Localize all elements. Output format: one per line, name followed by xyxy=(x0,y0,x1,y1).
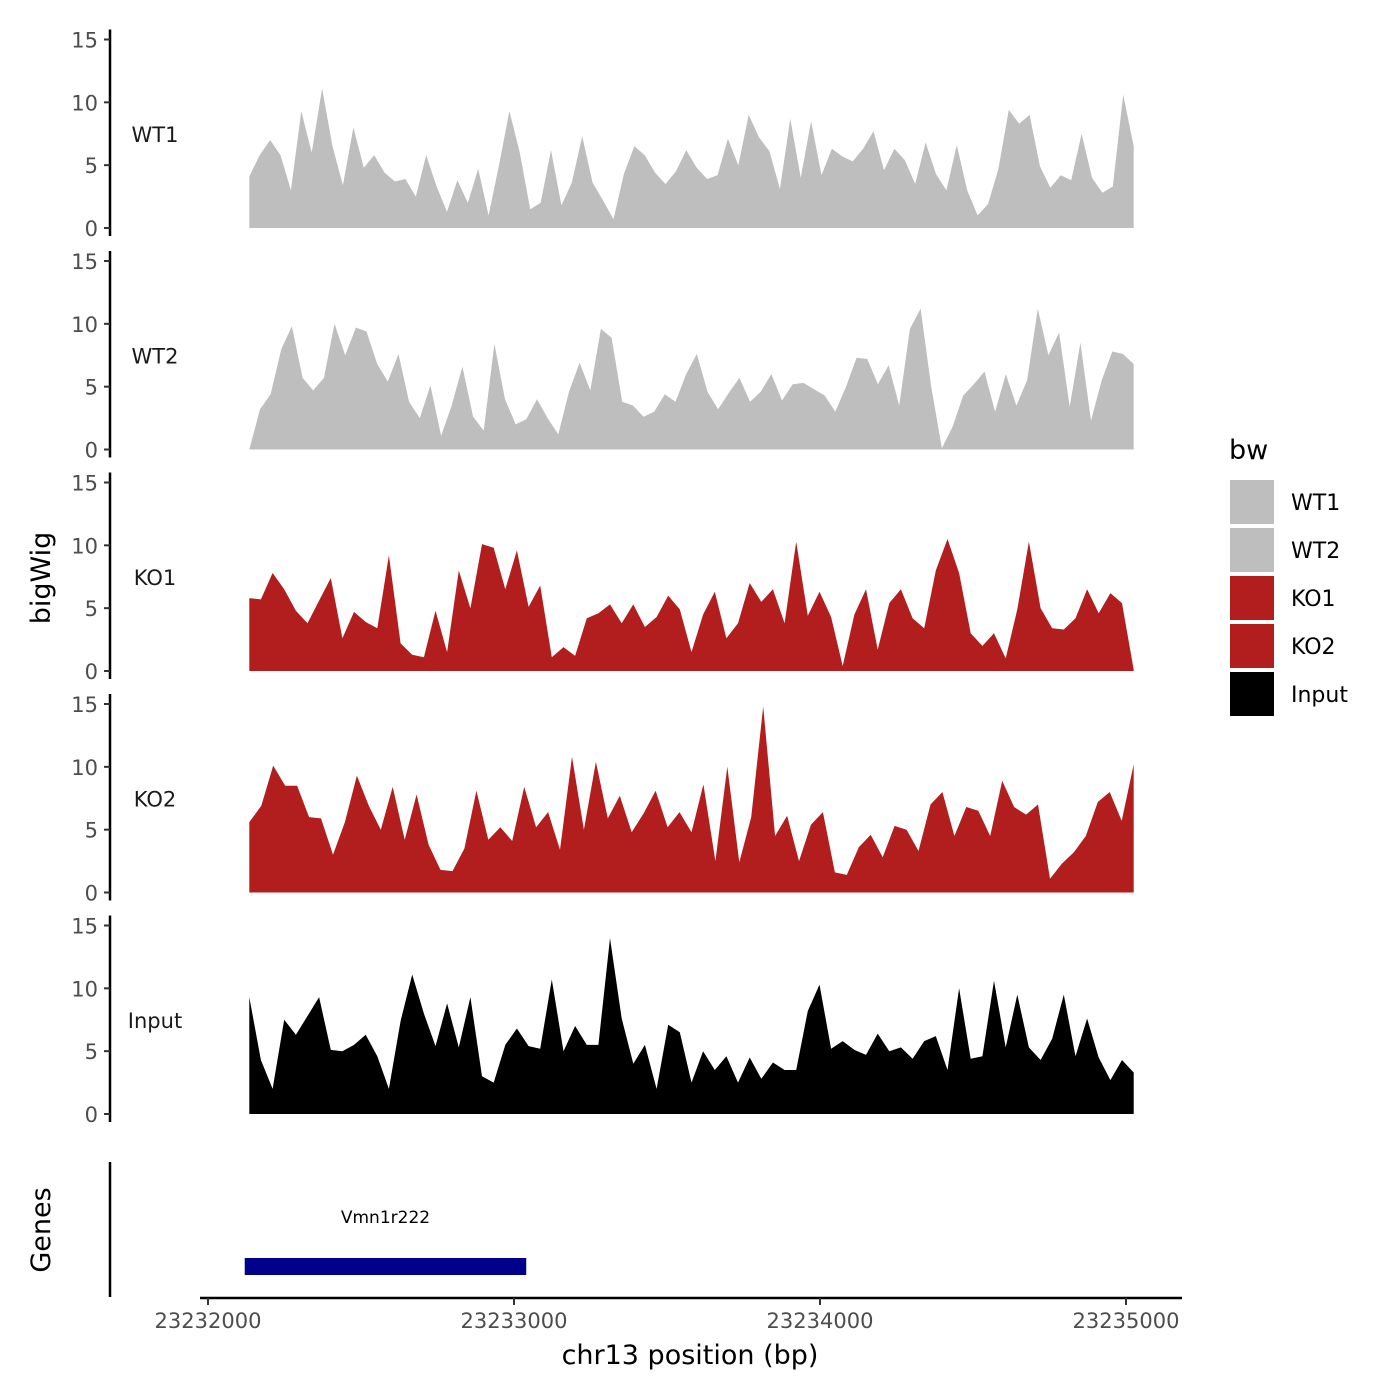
y-tick-label: 0 xyxy=(85,439,98,463)
gene-label: Vmn1r222 xyxy=(341,1208,430,1228)
x-tick-label: 23235000 xyxy=(1073,1309,1180,1333)
track-wt2: 0 5 10 15 WT2 xyxy=(71,250,1134,463)
y-tick-label: 15 xyxy=(71,250,98,274)
y-tick-label: 10 xyxy=(71,977,98,1001)
y-tick-label: 0 xyxy=(85,217,98,241)
legend-swatch xyxy=(1230,528,1274,572)
x-axis-title: chr13 position (bp) xyxy=(562,1340,819,1371)
gene-bar xyxy=(244,1258,527,1275)
area-series-wt2 xyxy=(249,308,1134,450)
legend-label: Input xyxy=(1291,683,1348,708)
area-series-wt1 xyxy=(249,88,1134,228)
y-tick-label: 10 xyxy=(71,91,98,115)
track-label: WT2 xyxy=(132,345,179,369)
x-tick-label: 23232000 xyxy=(155,1309,262,1333)
legend-swatch xyxy=(1230,624,1274,668)
legend-label: WT1 xyxy=(1291,491,1340,516)
y-tick-label: 15 xyxy=(71,915,98,939)
genes-axis-title: Genes xyxy=(26,1187,57,1272)
area-series-input xyxy=(249,938,1134,1114)
track-input: 0 5 10 15 Input xyxy=(71,915,1134,1127)
track-ko2: 0 5 10 15 KO2 xyxy=(71,693,1134,906)
x-axis: 23232000 23233000 23234000 23235000 xyxy=(155,1296,1182,1333)
y-tick-label: 5 xyxy=(85,819,98,843)
track-label: Input xyxy=(128,1009,182,1033)
y-tick-label: 10 xyxy=(71,313,98,337)
y-tick-label: 15 xyxy=(71,29,98,53)
y-tick-label: 5 xyxy=(85,1040,98,1064)
y-tick-label: 0 xyxy=(85,1103,98,1127)
track-wt1: 0 5 10 15 WT1 xyxy=(71,29,1134,241)
area-series-ko2 xyxy=(249,706,1134,893)
legend-swatch xyxy=(1230,576,1274,620)
area-series-ko1 xyxy=(249,539,1134,671)
y-tick-label: 5 xyxy=(85,376,98,400)
legend-swatch xyxy=(1230,672,1274,716)
y-tick-label: 5 xyxy=(85,597,98,621)
y-tick-label: 0 xyxy=(85,660,98,684)
legend-title: bw xyxy=(1229,435,1268,466)
y-tick-label: 0 xyxy=(85,882,98,906)
y-tick-label: 5 xyxy=(85,154,98,178)
genes-panel: Vmn1r222 xyxy=(108,1162,527,1297)
x-tick-label: 23234000 xyxy=(767,1309,874,1333)
track-label: KO1 xyxy=(134,566,177,590)
legend-swatch xyxy=(1230,480,1274,524)
legend-label: KO1 xyxy=(1291,587,1336,612)
tracks-layer: 0 5 10 15 WT1 0 5 10 15 WT2 0 5 10 15 KO1 0 5 10 15 KO2 0 5 10… xyxy=(71,29,1134,1127)
y-axis-title: bigWig xyxy=(26,532,57,625)
y-tick-label: 15 xyxy=(71,693,98,717)
track-label: WT1 xyxy=(132,123,179,147)
legend-label: KO2 xyxy=(1291,635,1336,660)
y-tick-label: 10 xyxy=(71,534,98,558)
legend: bw WT1 WT2 KO1 KO2 Input xyxy=(1229,435,1348,716)
x-tick-label: 23233000 xyxy=(461,1309,568,1333)
y-tick-label: 10 xyxy=(71,756,98,780)
track-label: KO2 xyxy=(134,788,177,812)
legend-label: WT2 xyxy=(1291,539,1340,564)
track-ko1: 0 5 10 15 KO1 xyxy=(71,472,1134,684)
y-tick-label: 15 xyxy=(71,472,98,496)
